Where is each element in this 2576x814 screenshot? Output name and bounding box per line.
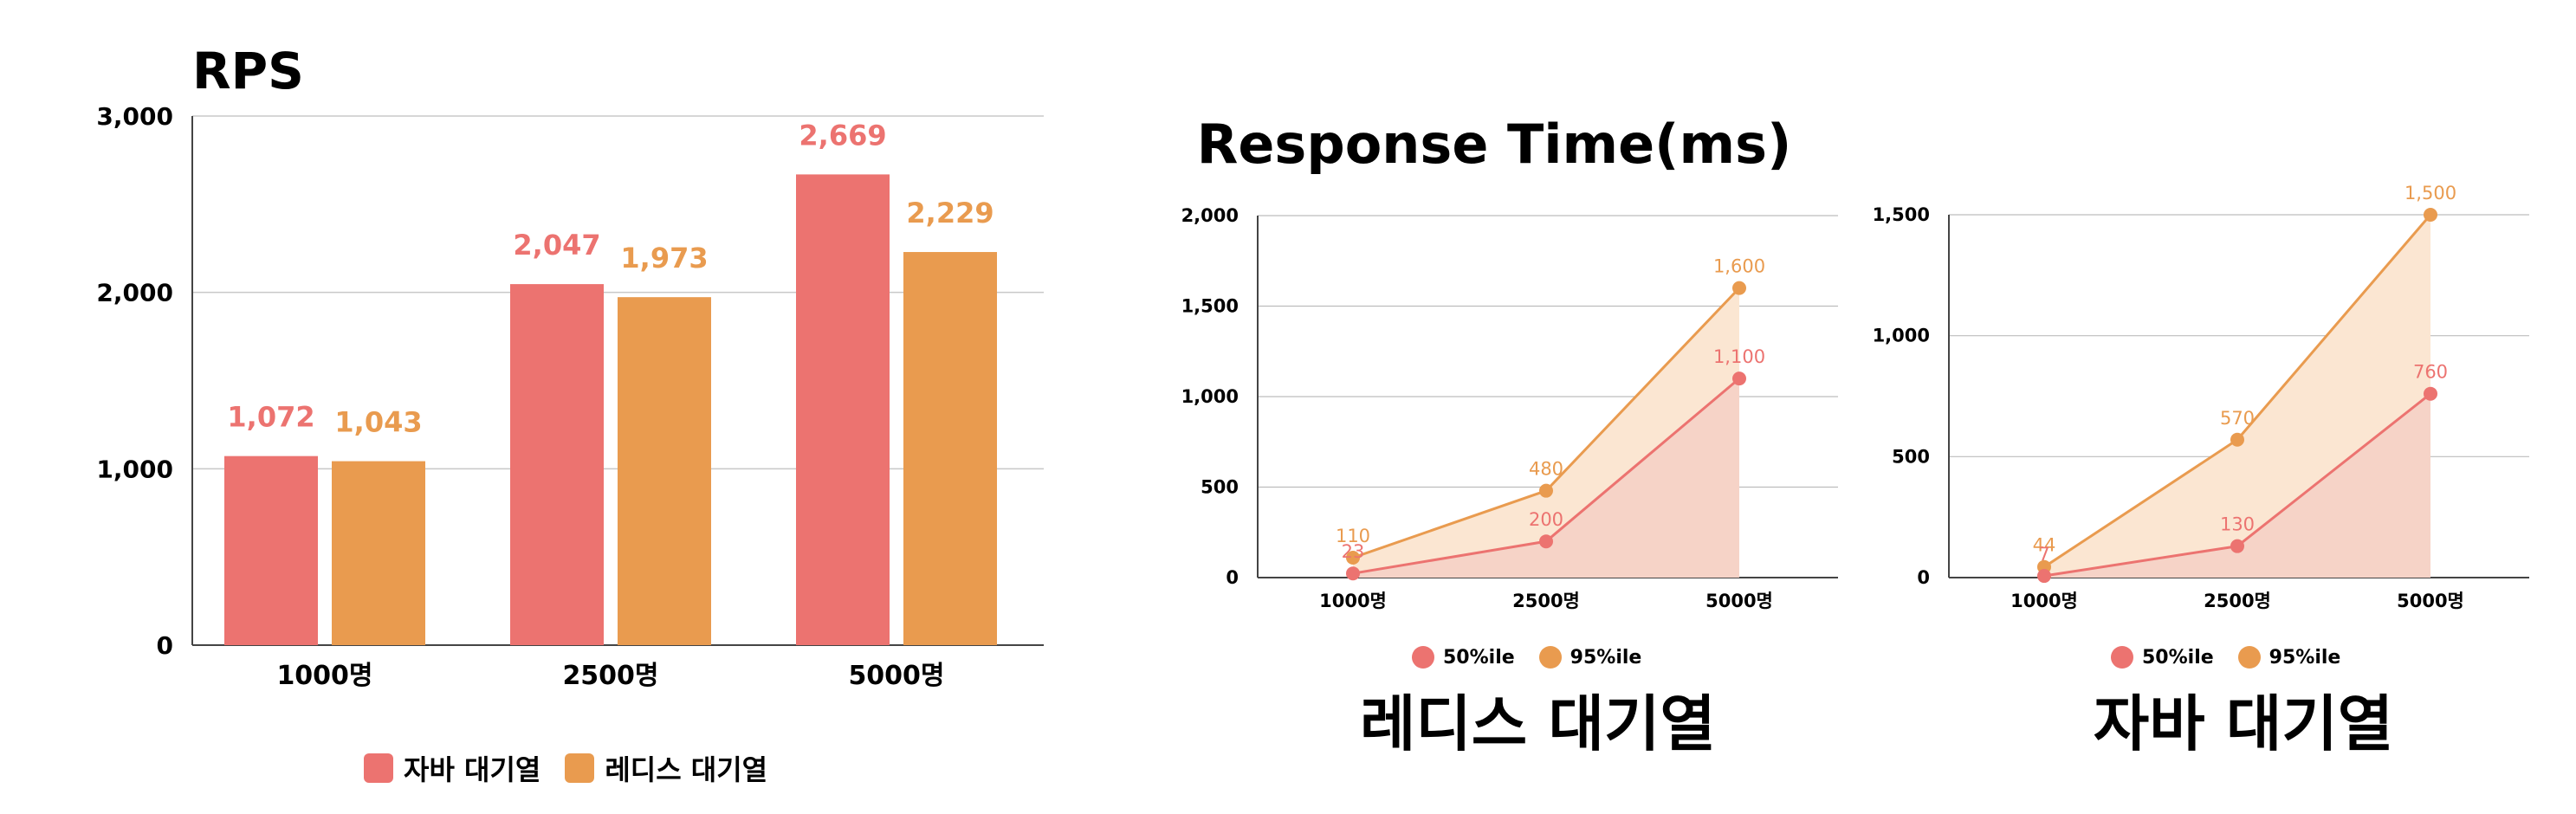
legend-item-p95: 95%ile <box>1538 646 1642 669</box>
data-label: 110 <box>1336 526 1370 546</box>
y-tick-label: 1,000 <box>96 455 173 483</box>
legend-label-java: 자바 대기열 <box>404 753 541 786</box>
legend-item-redis: 레디스 대기열 <box>565 748 767 788</box>
bar <box>618 297 711 645</box>
y-tick-label: 1,000 <box>1873 326 1930 346</box>
data-point <box>2424 386 2437 401</box>
rps-legend: 자바 대기열 레디스 대기열 <box>364 748 792 788</box>
redis-queue-caption: 레디스 대기열 <box>1360 688 1716 759</box>
bar-value-label: 2,047 <box>513 229 600 262</box>
legend-item-java: 자바 대기열 <box>364 748 540 788</box>
data-label: 130 <box>2220 514 2255 535</box>
rps-bar-chart: 0 1,000 2,000 3,000 1,072 1,043 1000명 2,047 1,97… <box>96 102 1044 691</box>
data-label: 760 <box>2413 362 2448 383</box>
legend-label-redis: 레디스 대기열 <box>605 753 768 786</box>
data-label: 570 <box>2220 408 2255 429</box>
data-label: 200 <box>1529 509 1563 530</box>
data-label: 7 <box>2038 544 2049 565</box>
y-tick-label: 2,000 <box>96 279 173 307</box>
x-tick-label: 1000명 <box>2010 591 2078 611</box>
x-tick-label: 2500명 <box>2204 591 2271 611</box>
java-response-time-chart: 0 500 1,000 1,500 44 570 1,500 7 130 760 1000명 2500… <box>1873 183 2529 611</box>
x-tick-label: 5000명 <box>848 661 944 691</box>
area-50 <box>1353 378 1739 578</box>
y-tick-label: 0 <box>157 631 173 660</box>
bar-value-label: 1,043 <box>334 406 422 439</box>
bar-value-label: 1,973 <box>620 242 708 275</box>
y-tick-label: 2,000 <box>1181 205 1239 226</box>
data-point <box>2424 208 2437 222</box>
response-time-title: Response Time(ms) <box>1196 113 1792 176</box>
legend-swatch-java <box>364 753 393 783</box>
data-label: 1,600 <box>1713 256 1765 277</box>
area-50 <box>2044 393 2430 578</box>
legend-label-p95: 95%ile <box>1570 646 1642 669</box>
data-point <box>1539 534 1553 549</box>
y-tick-label: 3,000 <box>96 102 173 131</box>
x-tick-label: 2500명 <box>562 661 658 691</box>
bar <box>903 252 997 645</box>
legend-dot-p50 <box>1412 646 1434 669</box>
legend-item-p50: 50%ile <box>2111 646 2214 669</box>
x-tick-label: 5000명 <box>2397 591 2464 611</box>
bar <box>224 455 318 645</box>
x-tick-label: 1000명 <box>276 661 372 691</box>
bar <box>796 174 890 645</box>
bar-value-label: 1,072 <box>227 401 314 434</box>
data-point <box>1732 371 1746 386</box>
bar <box>510 284 604 645</box>
rps-chart-title: RPS <box>192 42 304 100</box>
data-point <box>2230 432 2244 447</box>
redis-response-time-chart: 0 500 1,000 1,500 2,000 110 480 1,600 23 200 1,100… <box>1181 205 1838 611</box>
data-point <box>1732 281 1746 295</box>
data-point <box>2037 569 2051 584</box>
data-point <box>1346 551 1360 565</box>
legend-label-p50: 50%ile <box>2142 646 2214 669</box>
y-tick-label: 1,500 <box>1181 296 1239 317</box>
data-point <box>1346 566 1360 581</box>
y-tick-label: 1,500 <box>1873 204 1930 225</box>
y-tick-label: 0 <box>1226 567 1239 588</box>
legend-swatch-redis <box>565 753 595 783</box>
x-tick-label: 5000명 <box>1705 591 1773 611</box>
legend-dot-p95 <box>2237 646 2261 669</box>
data-label: 23 <box>1342 541 1365 562</box>
data-label: 44 <box>2033 535 2056 556</box>
y-tick-label: 500 <box>1201 477 1239 498</box>
x-tick-label: 1000명 <box>1319 591 1387 611</box>
y-tick-label: 1,000 <box>1181 386 1239 407</box>
bar <box>332 461 425 645</box>
data-point <box>1539 483 1553 498</box>
java-rt-legend: 50%ile 95%ile <box>2111 646 2365 669</box>
y-tick-label: 0 <box>1917 567 1930 588</box>
bar-value-label: 2,669 <box>799 119 886 152</box>
java-queue-caption: 자바 대기열 <box>2093 688 2394 759</box>
legend-label-p95: 95%ile <box>2269 646 2341 669</box>
legend-dot-p95 <box>1538 646 1562 669</box>
data-label: 1,100 <box>1713 346 1765 367</box>
redis-rt-legend: 50%ile 95%ile <box>1412 646 1666 669</box>
data-label: 480 <box>1529 459 1563 480</box>
legend-item-p50: 50%ile <box>1412 646 1515 669</box>
legend-dot-p50 <box>2111 646 2133 669</box>
data-point <box>2230 539 2244 553</box>
y-tick-label: 500 <box>1892 446 1930 467</box>
data-label: 1,500 <box>2404 183 2456 204</box>
legend-item-p95: 95%ile <box>2237 646 2341 669</box>
bar-value-label: 2,229 <box>906 197 994 229</box>
legend-label-p50: 50%ile <box>1443 646 1515 669</box>
x-tick-label: 2500명 <box>1512 591 1580 611</box>
